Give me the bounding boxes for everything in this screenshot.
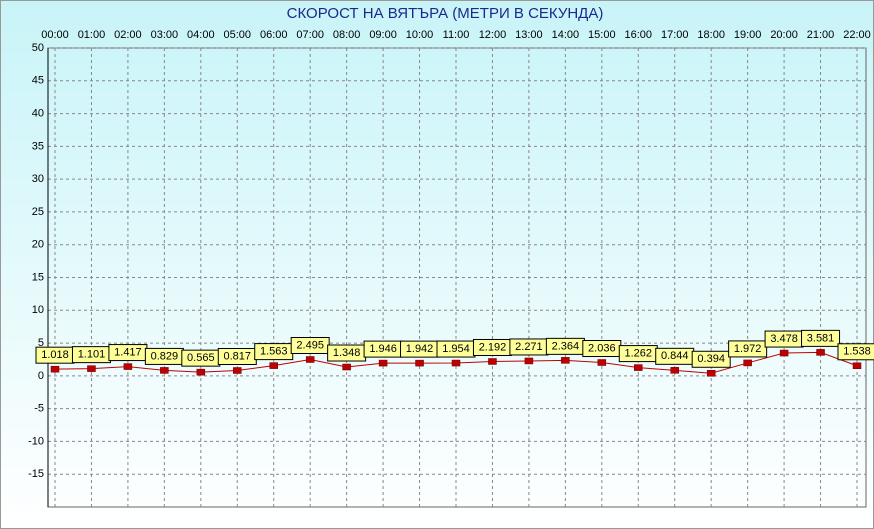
data-label: 2.192 bbox=[479, 341, 507, 353]
x-tick-label: 22:00 bbox=[843, 29, 871, 41]
marker bbox=[378, 359, 388, 367]
x-tick-label: 17:00 bbox=[661, 29, 689, 41]
data-label: 1.942 bbox=[406, 343, 434, 355]
y-tick-label: -10 bbox=[28, 435, 44, 447]
data-label: 1.946 bbox=[369, 343, 397, 355]
chart-title: СКОРОСТ НА ВЯТЪРА (МЕТРИ В СЕКУНДА) bbox=[287, 5, 604, 22]
marker bbox=[342, 363, 351, 371]
label-box bbox=[728, 340, 768, 358]
marker bbox=[269, 362, 278, 369]
marker bbox=[852, 362, 862, 370]
data-label: 0.844 bbox=[661, 350, 689, 362]
marker bbox=[816, 349, 825, 356]
x-tick-label: 13:00 bbox=[515, 29, 543, 41]
data-label: 1.348 bbox=[333, 347, 361, 359]
label-box bbox=[837, 343, 874, 361]
data-label: 2.495 bbox=[296, 339, 324, 351]
marker bbox=[196, 368, 206, 376]
marker bbox=[634, 364, 643, 371]
y-tick-label: 5 bbox=[38, 337, 44, 349]
x-tick-label: 06:00 bbox=[260, 29, 288, 41]
x-tick-label: 18:00 bbox=[697, 29, 725, 41]
data-label: 3.478 bbox=[770, 333, 798, 345]
marker bbox=[233, 367, 242, 374]
data-label: 0.565 bbox=[187, 352, 215, 364]
x-tick-label: 00:00 bbox=[41, 29, 69, 41]
x-tick-label: 19:00 bbox=[734, 29, 762, 41]
x-tick-label: 12:00 bbox=[479, 29, 507, 41]
y-tick-label: 40 bbox=[32, 107, 44, 119]
data-label: 2.364 bbox=[552, 340, 580, 352]
marker bbox=[706, 370, 716, 377]
x-tick-label: 14:00 bbox=[552, 29, 580, 41]
y-tick-label: 45 bbox=[32, 75, 44, 87]
y-tick-label: 0 bbox=[38, 370, 44, 382]
marker bbox=[561, 357, 570, 364]
x-tick-label: 01:00 bbox=[78, 29, 106, 41]
marker bbox=[123, 363, 133, 370]
marker bbox=[160, 367, 169, 374]
x-tick-label: 08:00 bbox=[333, 29, 361, 41]
data-label: 1.972 bbox=[734, 343, 762, 355]
x-tick-label: 21:00 bbox=[807, 29, 835, 41]
marker bbox=[451, 359, 461, 367]
y-tick-label: 15 bbox=[32, 271, 44, 283]
x-tick-label: 03:00 bbox=[151, 29, 179, 41]
marker bbox=[597, 359, 607, 366]
y-tick-label: 20 bbox=[32, 239, 44, 251]
y-tick-label: -15 bbox=[28, 468, 44, 480]
x-tick-label: 04:00 bbox=[187, 29, 215, 41]
x-tick-label: 16:00 bbox=[625, 29, 653, 41]
data-label: 0.394 bbox=[697, 353, 725, 365]
x-tick-label: 09:00 bbox=[369, 29, 397, 41]
label-box bbox=[801, 329, 841, 347]
y-tick-label: -5 bbox=[34, 403, 44, 415]
marker bbox=[305, 356, 315, 363]
y-tick-label: 10 bbox=[32, 304, 44, 316]
marker bbox=[670, 367, 679, 374]
y-tick-label: 30 bbox=[32, 173, 44, 185]
data-label: 3.581 bbox=[807, 332, 835, 344]
data-label: 1.018 bbox=[41, 349, 69, 361]
marker bbox=[779, 349, 789, 357]
data-label: 0.817 bbox=[224, 350, 252, 362]
x-tick-label: 11:00 bbox=[443, 29, 470, 41]
marker bbox=[50, 365, 60, 373]
marker bbox=[743, 359, 752, 367]
data-label: 1.563 bbox=[260, 346, 288, 358]
data-label: 1.954 bbox=[442, 343, 470, 355]
data-label: 0.829 bbox=[151, 350, 179, 362]
x-tick-label: 02:00 bbox=[114, 29, 142, 41]
data-label: 1.417 bbox=[114, 346, 142, 358]
x-tick-label: 15:00 bbox=[588, 29, 616, 41]
label-box bbox=[691, 350, 731, 368]
data-label: 1.538 bbox=[843, 346, 871, 358]
y-tick-label: 25 bbox=[32, 206, 44, 218]
marker bbox=[87, 365, 96, 372]
x-tick-label: 10:00 bbox=[406, 29, 434, 41]
x-tick-label: 05:00 bbox=[224, 29, 252, 41]
data-label: 2.036 bbox=[588, 342, 616, 354]
y-tick-label: 50 bbox=[32, 42, 44, 54]
marker bbox=[488, 358, 497, 365]
data-label: 1.262 bbox=[625, 347, 653, 359]
data-label: 1.101 bbox=[78, 349, 106, 361]
data-label: 2.271 bbox=[515, 341, 543, 353]
y-tick-label: 35 bbox=[32, 140, 44, 152]
marker bbox=[524, 357, 534, 365]
marker bbox=[415, 359, 424, 367]
x-tick-label: 07:00 bbox=[296, 29, 324, 41]
x-tick-label: 20:00 bbox=[770, 29, 798, 41]
